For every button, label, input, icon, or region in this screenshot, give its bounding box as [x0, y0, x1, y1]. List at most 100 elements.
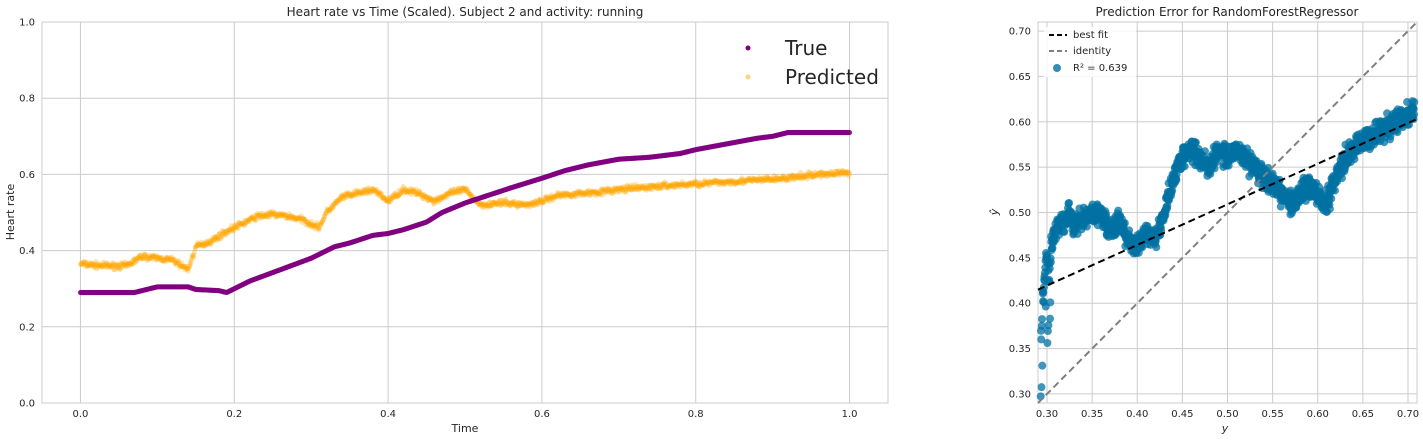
predicted-point — [316, 226, 322, 232]
predicted-point — [271, 211, 277, 217]
predicted-point — [277, 212, 283, 218]
predicted-point — [249, 214, 255, 220]
predicted-point — [79, 261, 85, 267]
predicted-point — [193, 243, 199, 249]
predicted-point — [182, 267, 188, 273]
predicted-point — [80, 261, 86, 267]
predicted-point — [318, 222, 324, 228]
predicted-point — [334, 199, 340, 205]
predicted-point — [323, 210, 329, 216]
predicted-point — [271, 210, 277, 216]
predicted-point — [206, 239, 212, 245]
predicted-point — [92, 262, 98, 268]
prediction-point — [1410, 110, 1419, 119]
predicted-point — [185, 268, 191, 274]
predicted-point — [270, 211, 276, 217]
predicted-point — [262, 212, 268, 218]
predicted-point — [251, 216, 257, 222]
predicted-point — [259, 214, 265, 220]
predicted-point — [187, 264, 193, 270]
predicted-point — [164, 256, 170, 262]
predicted-point — [324, 206, 330, 212]
predicted-point — [154, 253, 160, 259]
predicted-point — [362, 188, 368, 194]
predicted-point — [96, 263, 102, 269]
predicted-point — [214, 234, 220, 240]
predicted-point — [245, 217, 251, 223]
predicted-point — [261, 214, 267, 220]
x-ticks-2: 0.30 0.35 0.40 0.45 0.50 0.55 0.60 0.65 0.70 — [1036, 409, 1419, 420]
predicted-point — [310, 222, 316, 228]
predicted-point — [120, 262, 126, 268]
predicted-point — [85, 262, 91, 268]
predicted-point — [220, 229, 226, 235]
prediction-point — [1038, 315, 1047, 324]
predicted-point — [164, 254, 170, 260]
predicted-point — [183, 266, 189, 271]
predicted-point — [279, 211, 285, 217]
predicted-point — [353, 191, 359, 197]
predicted-point — [240, 221, 246, 227]
y-tick-label: 0.4 — [19, 246, 35, 257]
predicted-point — [114, 262, 120, 268]
predicted-point — [102, 264, 108, 270]
predicted-point — [291, 215, 297, 221]
predicted-point — [105, 264, 111, 270]
predicted-point — [215, 236, 221, 242]
predicted-point — [132, 256, 138, 262]
predicted-point — [177, 265, 183, 271]
predicted-point — [364, 191, 370, 197]
predicted-point — [347, 191, 353, 197]
predicted-point — [178, 263, 183, 269]
predicted-point — [284, 213, 290, 219]
prediction-point — [1060, 227, 1069, 236]
predicted-point — [194, 240, 200, 246]
predicted-point — [212, 236, 218, 242]
predicted-point — [332, 201, 338, 207]
predicted-point — [216, 231, 222, 237]
predicted-point — [338, 197, 344, 203]
predicted-point — [355, 188, 361, 194]
predicted-point — [330, 202, 336, 208]
predicted-point — [135, 255, 141, 261]
predicted-point — [328, 206, 334, 212]
x-tick-label: 0.2 — [226, 409, 242, 420]
predicted-point — [242, 222, 248, 228]
predicted-point — [188, 258, 194, 264]
predicted-point — [334, 198, 340, 204]
predicted-point — [252, 218, 258, 224]
predicted-point — [91, 265, 97, 271]
predicted-point — [269, 211, 275, 217]
predicted-point — [107, 263, 113, 269]
predicted-point — [203, 238, 209, 244]
predicted-point — [89, 263, 95, 269]
predicted-point — [193, 244, 199, 250]
predicted-point — [123, 262, 129, 268]
predicted-point — [234, 225, 240, 231]
predicted-point — [88, 261, 94, 267]
predicted-point — [235, 226, 241, 232]
predicted-point — [167, 255, 173, 261]
predicted-point — [283, 213, 289, 219]
predicted-point — [261, 213, 267, 219]
predicted-point — [298, 216, 304, 222]
predicted-point — [260, 214, 266, 220]
predicted-point — [195, 241, 201, 247]
x-tick-label: 0.40 — [1126, 409, 1148, 420]
prediction-point — [1043, 338, 1052, 347]
predicted-point — [274, 213, 280, 219]
y-tick-label: 0.2 — [19, 322, 35, 333]
predicted-point — [200, 243, 206, 249]
points-1 — [77, 129, 853, 296]
predicted-point — [180, 263, 186, 269]
predicted-point — [195, 242, 201, 248]
predicted-point — [161, 257, 167, 263]
predicted-point — [102, 262, 108, 268]
predicted-point — [133, 258, 139, 264]
predicted-point — [279, 211, 285, 217]
x-axis-label-2: y — [1221, 422, 1229, 435]
predicted-point — [315, 225, 321, 231]
predicted-point — [296, 215, 302, 221]
predicted-point — [362, 188, 368, 194]
predicted-point — [182, 263, 188, 269]
